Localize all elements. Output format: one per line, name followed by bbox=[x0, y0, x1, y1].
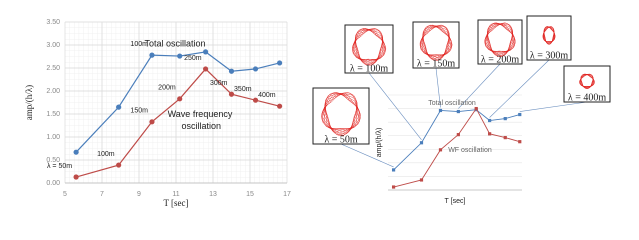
data-point bbox=[474, 106, 478, 111]
data-point bbox=[177, 53, 183, 59]
orbit bbox=[352, 28, 387, 66]
data-point bbox=[503, 136, 507, 140]
connector bbox=[458, 63, 501, 109]
y-axis-label: amp/(h/λ) bbox=[24, 85, 34, 120]
thumbnail bbox=[526, 15, 572, 61]
data-point bbox=[488, 132, 492, 136]
x-axis-label: T [sec] bbox=[163, 198, 188, 208]
series-name: Total oscillation bbox=[144, 38, 205, 48]
point-label: 100m bbox=[97, 151, 115, 158]
point-label: 100m bbox=[130, 41, 148, 48]
series-name: WF oscillation bbox=[448, 147, 492, 154]
series-line bbox=[75, 51, 280, 153]
thumbnail-label: λ = 200m bbox=[481, 54, 519, 65]
y-tick-label: 1.50 bbox=[46, 111, 60, 118]
point-label: 250m bbox=[184, 55, 202, 62]
data-point bbox=[419, 141, 424, 145]
figure: 0.00 0.50 1.00 1.50 2.00 2.50 3.00 3.50 5 7 9 11 13 1… bbox=[24, 15, 611, 208]
x-tick-label: 5 bbox=[63, 191, 67, 198]
orbit bbox=[321, 92, 361, 136]
data-point bbox=[73, 174, 79, 180]
series-line bbox=[75, 68, 280, 178]
point-label: 150m bbox=[130, 108, 148, 115]
data-point bbox=[438, 108, 443, 113]
data-point bbox=[149, 119, 155, 125]
thumbnail-label: λ = 150m bbox=[417, 58, 455, 69]
data-point bbox=[391, 168, 396, 172]
point-label: λ = 50m bbox=[47, 163, 72, 170]
data-point bbox=[391, 185, 396, 189]
series-name: Total oscillation bbox=[428, 100, 476, 107]
connector bbox=[435, 67, 441, 108]
thumbnail-label: λ = 400m bbox=[568, 92, 606, 103]
orbit bbox=[484, 22, 516, 57]
data-point bbox=[503, 117, 507, 121]
data-point bbox=[203, 66, 209, 72]
y-tick-label: 3.00 bbox=[46, 42, 60, 49]
data-point bbox=[518, 112, 522, 117]
x-tick-label: 7 bbox=[100, 191, 104, 198]
data-point bbox=[203, 49, 209, 55]
x-tick-label: 13 bbox=[209, 191, 217, 198]
series-name: Wave frequency oscillation bbox=[168, 109, 233, 131]
y-axis-label: amp/(h/λ) bbox=[376, 128, 383, 158]
y-tick-label: 3.50 bbox=[46, 19, 60, 26]
thumbnail-label: λ = 300m bbox=[530, 50, 568, 61]
x-axis-label: T [sec] bbox=[445, 198, 466, 205]
connector bbox=[489, 59, 550, 118]
thumbnail bbox=[563, 65, 611, 103]
orbit bbox=[419, 24, 453, 61]
connector bbox=[340, 143, 394, 168]
orbit bbox=[542, 26, 556, 45]
x-tick-label: 9 bbox=[137, 191, 141, 198]
page: {"chart_data": [ {"type": "line", "x_lab… bbox=[24, 15, 611, 209]
y-tick-label: 0.50 bbox=[46, 157, 60, 164]
orbit bbox=[579, 73, 595, 89]
data-point bbox=[277, 60, 283, 66]
data-point bbox=[419, 178, 424, 182]
data-point bbox=[73, 149, 79, 155]
data-point bbox=[456, 133, 460, 137]
y-tick-label: 2.00 bbox=[46, 88, 60, 95]
data-point bbox=[116, 162, 122, 168]
data-point bbox=[488, 118, 492, 123]
series-line bbox=[393, 109, 520, 171]
point-label: 300m bbox=[210, 80, 228, 87]
data-point bbox=[228, 68, 235, 74]
data-point bbox=[177, 96, 183, 102]
x-tick-label: 17 bbox=[283, 191, 291, 198]
point-label: 400m bbox=[258, 92, 276, 99]
connector bbox=[368, 72, 422, 140]
thumbnail-label: λ = 100m bbox=[350, 63, 388, 74]
point-label: 350m bbox=[234, 86, 252, 93]
data-point bbox=[277, 103, 283, 109]
data-point bbox=[116, 104, 122, 110]
series-line bbox=[393, 107, 520, 188]
data-point bbox=[456, 109, 460, 114]
data-point bbox=[518, 140, 522, 144]
thumbnail-label: λ = 50m bbox=[324, 134, 357, 145]
data-point bbox=[228, 91, 235, 97]
data-point bbox=[438, 148, 443, 152]
x-tick-label: 15 bbox=[246, 191, 254, 198]
data-point bbox=[252, 97, 259, 103]
point-label: 200m bbox=[158, 85, 176, 92]
data-point bbox=[252, 66, 259, 72]
y-tick-label: 2.50 bbox=[46, 65, 60, 72]
y-tick-label: 1.00 bbox=[46, 134, 60, 141]
y-tick-label: 0.00 bbox=[46, 180, 60, 187]
connector bbox=[519, 101, 588, 112]
x-tick-label: 11 bbox=[172, 191, 179, 198]
data-point bbox=[149, 52, 155, 58]
